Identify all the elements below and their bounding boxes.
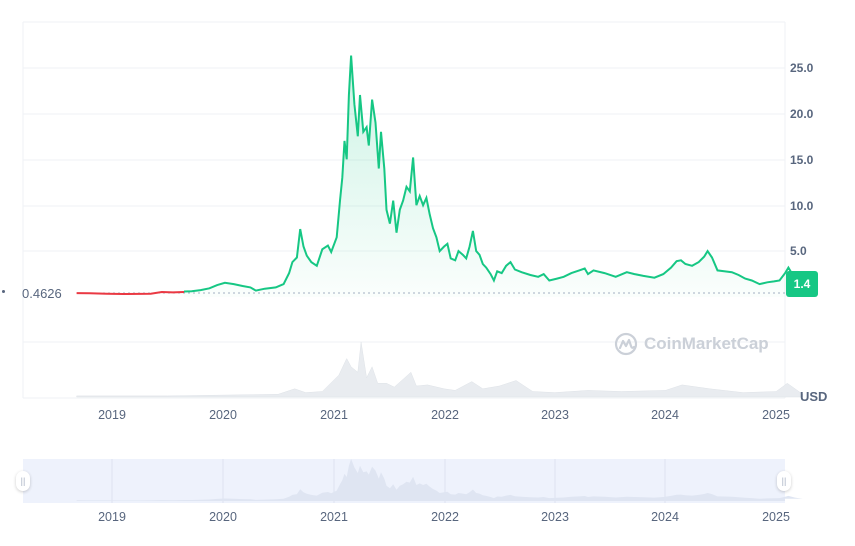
- navigator-right-handle[interactable]: ||: [777, 471, 791, 491]
- y-tick-25: 25.0: [790, 61, 814, 75]
- x-tick-2022: 2022: [431, 408, 459, 422]
- nav-x-tick-2022: 2022: [431, 510, 459, 524]
- y-tick-15: 15.0: [790, 153, 814, 167]
- x-tick-2019: 2019: [98, 408, 126, 422]
- nav-x-tick-2019: 2019: [98, 510, 126, 524]
- nav-x-tick-2025: 2025: [762, 510, 790, 524]
- watermark-text: CoinMarketCap: [644, 334, 769, 353]
- x-tick-2023: 2023: [541, 408, 569, 422]
- coinmarketcap-logo-icon: [614, 332, 638, 356]
- start-price-label: 0.4626: [22, 286, 62, 301]
- price-line-above-start: [183, 55, 804, 293]
- navigator-left-handle[interactable]: ||: [16, 471, 30, 491]
- nav-x-tick-2020: 2020: [209, 510, 237, 524]
- navigator-price-area: [23, 458, 803, 501]
- y-tick-20: 20.0: [790, 107, 814, 121]
- currency-label: USD: [800, 389, 828, 404]
- x-tick-2021: 2021: [320, 408, 348, 422]
- coinmarketcap-watermark: CoinMarketCap: [614, 332, 769, 356]
- price-line-below-start: [76, 290, 185, 296]
- volume-area: [76, 341, 804, 398]
- x-tick-2025: 2025: [762, 408, 790, 422]
- x-tick-2020: 2020: [209, 408, 237, 422]
- y-tick-5: 5.0: [790, 244, 807, 258]
- price-area-fill: [184, 55, 803, 297]
- start-marker-icon: [2, 290, 5, 293]
- current-price-badge: 1.4: [786, 271, 818, 297]
- y-tick-10: 10.0: [790, 199, 814, 213]
- x-tick-2024: 2024: [651, 408, 679, 422]
- nav-x-tick-2021: 2021: [320, 510, 348, 524]
- nav-x-tick-2024: 2024: [651, 510, 679, 524]
- nav-x-tick-2023: 2023: [541, 510, 569, 524]
